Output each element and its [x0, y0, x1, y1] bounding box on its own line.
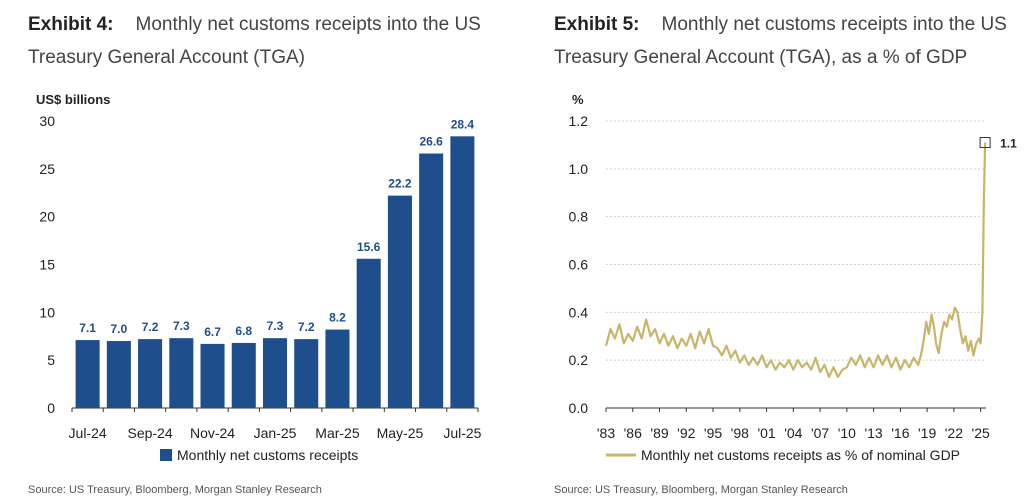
x-tick-label: Sep-24	[127, 425, 172, 441]
y-axis-unit-label: US$ billions	[36, 92, 110, 107]
x-tick-label: '25	[972, 425, 990, 441]
bar-jul-24	[75, 340, 100, 408]
y-tick-label: 0	[47, 400, 55, 416]
x-tick-label: '10	[838, 425, 856, 441]
exhibit-5-title-text: Monthly net customs receipts into the US…	[554, 14, 1007, 68]
legend-swatch	[160, 449, 172, 461]
data-label: 8.2	[329, 311, 346, 325]
x-tick-label: '04	[784, 425, 802, 441]
x-tick-label: Jul-25	[443, 425, 481, 441]
x-tick-label: '22	[945, 425, 963, 441]
last-point-marker	[979, 137, 991, 149]
y-tick-label: 0.0	[569, 400, 589, 416]
data-label: 7.3	[267, 319, 284, 333]
y-tick-label: 1.0	[569, 161, 589, 177]
exhibit-4-source: Source: US Treasury, Bloomberg, Morgan S…	[28, 484, 322, 496]
y-tick-label: 0.6	[569, 257, 589, 273]
data-label: 6.7	[204, 325, 221, 339]
x-tick-label: '92	[677, 425, 695, 441]
x-tick-label: '89	[650, 425, 668, 441]
y-tick-label: 0.2	[569, 352, 589, 368]
bar-jun-25	[419, 153, 444, 408]
y-tick-label: 0.8	[569, 209, 589, 225]
bar-feb-25	[294, 339, 319, 408]
x-tick-label: May-25	[377, 425, 424, 441]
legend-label: Monthly net customs receipts as % of nom…	[641, 447, 960, 463]
exhibit-4-title-text: Monthly net customs receipts into the US…	[28, 14, 481, 68]
data-label: 28.4	[451, 117, 475, 131]
data-label: 7.3	[173, 319, 190, 333]
exhibit-5-source: Source: US Treasury, Bloomberg, Morgan S…	[554, 484, 848, 496]
x-tick-label: '16	[891, 425, 909, 441]
x-tick-label: Jul-24	[69, 425, 107, 441]
bar-jan-25	[262, 338, 288, 408]
exhibit-4-number: Exhibit 4:	[28, 14, 114, 35]
data-label: 6.8	[235, 324, 252, 338]
x-tick-label: '83	[597, 425, 615, 441]
line-chart-customs-receipts-gdp: % 0.0 0.2 0.4 0.6 0.8 1.0 1.2 '83 '86 '89 '92 '95 '98…	[569, 92, 1018, 463]
y-tick-label: 1.2	[569, 113, 589, 129]
series-line-customs-gdp	[604, 142, 987, 378]
x-tick-label: Nov-24	[190, 425, 235, 441]
exhibit-5-title: Exhibit 5: Monthly net customs receipts i…	[554, 8, 1024, 74]
bar-aug-24	[106, 341, 131, 408]
data-label: 7.2	[298, 320, 315, 334]
bar-nov-24	[200, 343, 225, 408]
bar-sep-24	[138, 339, 163, 408]
x-tick-label: '95	[704, 425, 722, 441]
bar-dec-24	[231, 342, 256, 408]
y-axis-unit-label: %	[572, 92, 584, 107]
exhibit-4-title: Exhibit 4: Monthly net customs receipts i…	[28, 8, 508, 74]
data-label: 22.2	[388, 177, 412, 191]
y-tick-label: 30	[39, 113, 55, 129]
data-label: 7.1	[79, 321, 96, 335]
y-tick-label: 15	[39, 257, 55, 273]
x-tick-label: '86	[624, 425, 642, 441]
bar-mar-25	[325, 329, 350, 408]
y-tick-label: 20	[39, 209, 55, 225]
y-tick-label: 5	[47, 352, 55, 368]
last-value-label: 1.1	[1000, 137, 1017, 151]
y-tick-label: 0.4	[569, 304, 589, 320]
exhibit-5-number: Exhibit 5:	[554, 14, 640, 35]
exhibit-5: Exhibit 5: Monthly net customs receipts i…	[526, 0, 1024, 504]
exhibit-4: Exhibit 4: Monthly net customs receipts i…	[0, 0, 500, 504]
bar-jul-25	[450, 136, 475, 408]
bar-chart-customs-receipts: US$ billions 0 5 10 15 20 25 30 7.1 7.0 7.2 7.3 6.7 6…	[36, 92, 482, 463]
data-label: 7.2	[142, 320, 159, 334]
data-label: 26.6	[419, 135, 443, 149]
x-tick-label: Mar-25	[315, 425, 360, 441]
bar-may-25	[387, 195, 412, 408]
x-tick-label: '19	[918, 425, 936, 441]
x-tick-label: '98	[731, 425, 749, 441]
x-tick-label: '13	[864, 425, 882, 441]
x-tick-label: Jan-25	[254, 425, 297, 441]
data-label: 7.0	[111, 322, 128, 336]
y-tick-label: 10	[39, 304, 55, 320]
bar-apr-25	[356, 258, 381, 408]
bar-oct-24	[169, 338, 194, 408]
legend-label: Monthly net customs receipts	[177, 447, 358, 463]
y-tick-label: 25	[39, 161, 55, 177]
x-tick-label: '01	[757, 425, 775, 441]
data-label: 15.6	[357, 240, 381, 254]
x-tick-label: '07	[811, 425, 829, 441]
